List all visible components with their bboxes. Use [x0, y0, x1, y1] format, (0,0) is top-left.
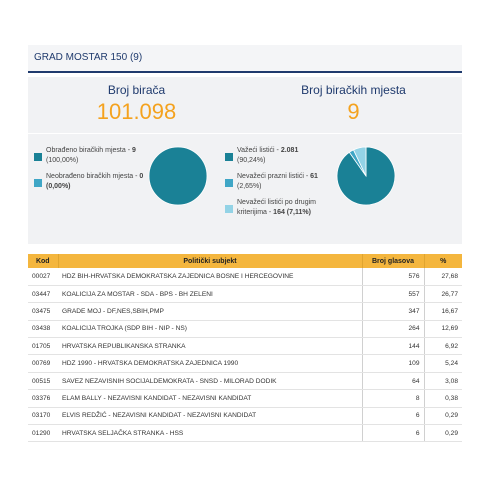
- table-row: 00027 HDZ BIH-HRVATSKA DEMOKRATSKA ZAJEDN…: [28, 268, 462, 286]
- table-row: 03376 ELAM BALLY - NEZAVISNI KANDIDAT - N…: [28, 389, 462, 408]
- cell-kod: 03438: [28, 320, 58, 339]
- cell-percent: 0,29: [423, 407, 462, 426]
- legend-percent: (2,65%): [237, 183, 262, 190]
- legend-percent: (90,24%): [237, 157, 266, 164]
- cell-percent: 5,24: [423, 354, 462, 373]
- cell-glasova: 109: [361, 354, 424, 373]
- charts-box: Obrađeno biračkih mjesta - 9 (100,00%) Neo…: [28, 134, 462, 244]
- col-header-glasova[interactable]: Broj glasova: [362, 254, 425, 268]
- legend-value: 164 (7,11%): [273, 209, 311, 216]
- legend-value: 0 (0,00%): [46, 173, 144, 190]
- cell-subjekt: KOALICIJA TROJKA (SDP BIH - NIP - NS): [58, 320, 362, 339]
- legend-swatch: [34, 179, 42, 187]
- legend-label: Važeći listići -: [237, 147, 281, 154]
- table-row: 01290 HRVATSKA SELJAČKA STRANKA - HSS 6 0,2…: [28, 424, 462, 443]
- cell-kod: 03447: [28, 285, 58, 304]
- col-header-percent[interactable]: %: [424, 254, 462, 268]
- table-row: 03170 ELVIS REDŽIĆ - NEZAVISNI KANDIDAT -…: [28, 407, 462, 426]
- cell-percent: 27,68: [423, 268, 462, 286]
- cell-percent: 12,69: [423, 320, 462, 339]
- legend-value: 2.081: [280, 147, 299, 154]
- cell-percent: 16,67: [423, 302, 462, 321]
- table-row: 03475 GRADE MOJ - DF,NES,SBIH,PMP 347 16,67: [28, 302, 462, 321]
- legend-swatch: [34, 153, 42, 161]
- legend-item: Nevažeći prazni listići - 61 (2,65%): [225, 172, 335, 192]
- cell-percent: 6,92: [423, 337, 462, 356]
- legend-label: Neobrađeno biračkih mjesta -: [46, 173, 140, 180]
- cell-kod: 00027: [28, 268, 58, 286]
- cell-kod: 03376: [28, 389, 58, 408]
- cell-glasova: 6: [361, 407, 424, 426]
- ballots-pie-chart: [336, 146, 396, 206]
- cell-glasova: 576: [361, 268, 424, 286]
- col-header-kod[interactable]: Kod: [28, 254, 59, 268]
- legend-label: Nevažeći listići po drugim kriterijima -: [237, 199, 316, 216]
- cell-glasova: 64: [361, 372, 424, 391]
- cell-subjekt: HRVATSKA REPUBLIKANSKA STRANKA: [58, 337, 362, 356]
- cell-kod: 01290: [28, 424, 58, 443]
- cell-percent: 0,29: [423, 424, 462, 443]
- legend-item: Neobrađeno biračkih mjesta - 0 (0,00%): [34, 172, 154, 192]
- voters-stat: Broj birača 101.098: [28, 77, 245, 125]
- cell-glasova: 264: [361, 320, 424, 339]
- cell-glasova: 6: [361, 424, 424, 443]
- ballots-legend: Važeći listići - 2.081 (90,24%) Nevažeći p…: [225, 146, 335, 224]
- legend-item: Obrađeno biračkih mjesta - 9 (100,00%): [34, 146, 154, 166]
- cell-kod: 01705: [28, 337, 58, 356]
- legend-value: 61: [310, 173, 318, 180]
- cell-subjekt: HDZ BIH-HRVATSKA DEMOKRATSKA ZAJEDNICA B…: [58, 268, 362, 286]
- summary-box: Broj birača 101.098 Broj biračkih mjesta…: [28, 77, 462, 133]
- cell-percent: 3,08: [423, 372, 462, 391]
- cell-subjekt: GRADE MOJ - DF,NES,SBIH,PMP: [58, 302, 362, 321]
- table-header-row: Kod Politički subjekt Broj glasova %: [28, 254, 462, 268]
- pie-slice: [336, 146, 396, 206]
- legend-percent: (100,00%): [46, 157, 79, 164]
- legend-label: Obrađeno biračkih mjesta -: [46, 147, 132, 154]
- results-table: Kod Politički subjekt Broj glasova % 000…: [28, 254, 462, 443]
- cell-subjekt: ELAM BALLY - NEZAVISNI KANDIDAT - NEZAVI…: [58, 389, 362, 408]
- legend-item: Važeći listići - 2.081 (90,24%): [225, 146, 335, 166]
- cell-kod: 03475: [28, 302, 58, 321]
- cell-kod: 03170: [28, 407, 58, 426]
- cell-kod: 00769: [28, 354, 58, 373]
- cell-subjekt: HDZ 1990 - HRVATSKA DEMOKRATSKA ZAJEDNIC…: [58, 354, 362, 373]
- cell-percent: 0,38: [423, 389, 462, 408]
- legend-swatch: [225, 153, 233, 161]
- cell-kod: 00515: [28, 372, 58, 391]
- legend-value: 9: [131, 147, 136, 154]
- stations-value: 9: [347, 99, 360, 124]
- voters-label: Broj birača: [107, 83, 166, 97]
- cell-subjekt: HRVATSKA SELJAČKA STRANKA - HSS: [58, 424, 362, 443]
- stations-label: Broj biračkih mjesta: [301, 83, 406, 97]
- cell-glasova: 347: [361, 302, 424, 321]
- table-row: 01705 HRVATSKA REPUBLIKANSKA STRANKA 144 6,…: [28, 337, 462, 356]
- table-row: 03438 KOALICIJA TROJKA (SDP BIH - NIP - N…: [28, 320, 462, 339]
- cell-glasova: 557: [361, 285, 424, 304]
- pie-slice: [352, 146, 367, 177]
- cell-subjekt: KOALICIJA ZA MOSTAR - SDA - BPS - BH ZEL…: [58, 285, 362, 304]
- page-title: GRAD MOSTAR 150 (9): [28, 45, 462, 73]
- legend-swatch: [225, 205, 233, 213]
- table-row: 00769 HDZ 1990 - HRVATSKA DEMOKRATSKA ZAJ…: [28, 354, 462, 373]
- voters-value: 101.098: [96, 99, 177, 124]
- col-header-subjekt[interactable]: Politički subjekt: [58, 254, 363, 268]
- table-row: 03447 KOALICIJA ZA MOSTAR - SDA - BPS - B…: [28, 285, 462, 304]
- legend-label: Nevažeći prazni listići -: [237, 173, 311, 180]
- table-row: 00515 SAVEZ NEZAVISNIH SOCIJALDEMOKRATA -…: [28, 372, 462, 391]
- cell-glasova: 144: [361, 337, 424, 356]
- stations-stat: Broj biračkih mjesta 9: [245, 77, 462, 125]
- stations-legend: Obrađeno biračkih mjesta - 9 (100,00%) Neo…: [34, 146, 154, 198]
- legend-swatch: [225, 179, 233, 187]
- cell-subjekt: SAVEZ NEZAVISNIH SOCIJALDEMOKRATA - SNSD…: [58, 372, 362, 391]
- results-panel: GRAD MOSTAR 150 (9) Broj birača 101.098 …: [28, 45, 462, 133]
- cell-glasova: 8: [361, 389, 424, 408]
- cell-percent: 26,77: [423, 285, 462, 304]
- legend-item: Nevažeći listići po drugim kriterijima -…: [225, 198, 335, 218]
- stations-pie-chart: [148, 146, 208, 206]
- cell-subjekt: ELVIS REDŽIĆ - NEZAVISNI KANDIDAT - NEZA…: [58, 407, 362, 426]
- results-table-wrapper: Kod Politički subjekt Broj glasova % 000…: [28, 254, 462, 443]
- pie-slice: [148, 146, 208, 206]
